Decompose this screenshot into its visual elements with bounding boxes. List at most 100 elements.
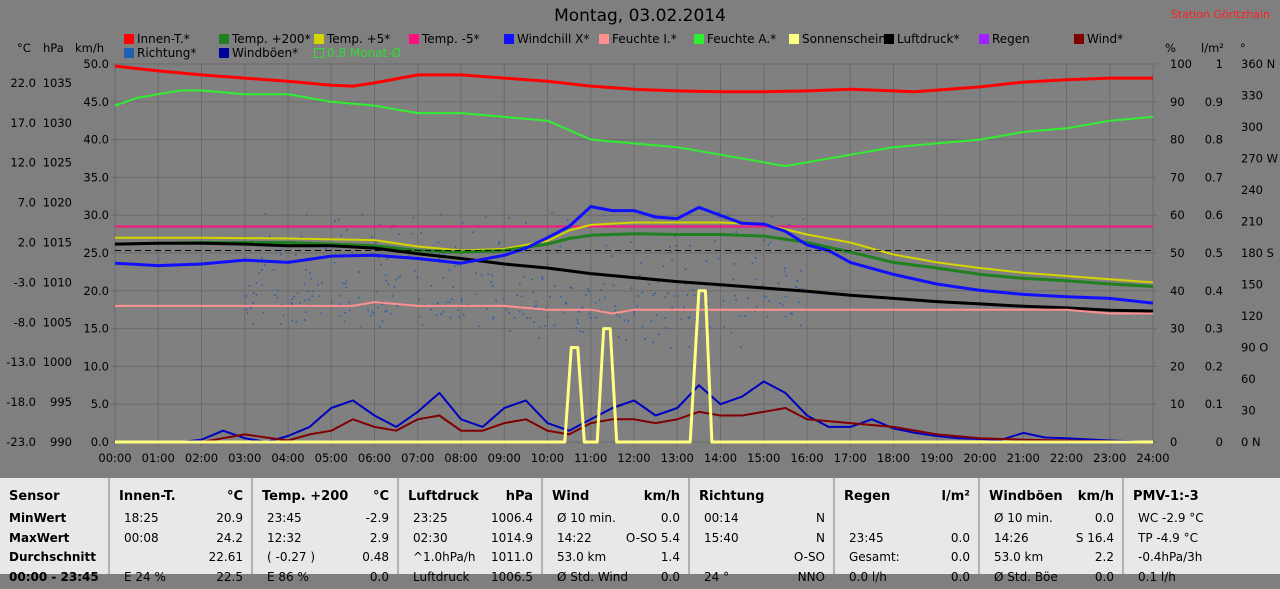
direction-dot bbox=[669, 246, 671, 248]
direction-dot bbox=[492, 316, 495, 318]
unit-degree: ° bbox=[1240, 41, 1246, 55]
direction-dot bbox=[594, 302, 597, 304]
stats-title: Wind bbox=[552, 489, 590, 504]
legend-item: Wind* bbox=[1074, 32, 1123, 46]
tick-label: -18.0 bbox=[6, 395, 36, 409]
legend-swatch bbox=[219, 34, 229, 44]
legend-item: Windchill X* bbox=[504, 32, 589, 46]
stats-column: Luftdruck hPa 23:25 1006.4 02:30 1014.9 ^1.0hP… bbox=[397, 478, 541, 584]
tick-label: 45.0 bbox=[83, 95, 109, 109]
tick-label: 20 bbox=[1170, 359, 1185, 373]
direction-dot bbox=[657, 281, 659, 283]
direction-dot bbox=[576, 319, 579, 321]
stats-row: 0.1 l/h bbox=[1124, 570, 1280, 589]
direction-dot bbox=[358, 271, 360, 273]
tick-label: 360 N bbox=[1241, 57, 1275, 71]
tick-label: 13:00 bbox=[661, 451, 694, 465]
stats-row bbox=[835, 511, 978, 530]
series-line bbox=[114, 64, 1153, 94]
stats-row: Luftdruck 1006.5 bbox=[399, 570, 541, 589]
tick-label: 17.0 bbox=[10, 116, 36, 130]
direction-dot bbox=[578, 310, 580, 313]
tick-label: 04:00 bbox=[271, 451, 304, 465]
direction-dot bbox=[519, 283, 521, 286]
direction-dot bbox=[291, 303, 293, 305]
direction-dot bbox=[674, 235, 676, 237]
direction-dot bbox=[385, 309, 388, 312]
direction-dot bbox=[735, 231, 737, 233]
direction-dot bbox=[502, 298, 505, 300]
legend-label: Feuchte I.* bbox=[612, 32, 677, 46]
stats-value: 24.2 bbox=[216, 530, 243, 545]
direction-dot bbox=[246, 312, 249, 314]
direction-dot bbox=[551, 212, 553, 214]
direction-dot bbox=[717, 257, 720, 260]
stats-row: Ø Std. Böe 0.0 bbox=[980, 570, 1122, 589]
direction-dot bbox=[722, 300, 725, 302]
stats-value: 0.0 bbox=[950, 569, 970, 584]
stats-row: WC -2.9 °C bbox=[1124, 511, 1280, 530]
stats-row: Durchschnitt bbox=[0, 550, 108, 569]
stats-label: ^1.0hPa/h bbox=[413, 550, 476, 564]
direction-dot bbox=[603, 214, 605, 217]
stats-label: ( -0.27 ) bbox=[267, 550, 316, 564]
direction-dot bbox=[346, 229, 348, 231]
direction-dot bbox=[291, 298, 293, 300]
direction-dot bbox=[541, 278, 544, 280]
stats-value: 0.0 bbox=[369, 569, 389, 584]
direction-dot bbox=[788, 224, 791, 226]
direction-dot bbox=[532, 292, 535, 294]
direction-dot bbox=[305, 311, 307, 313]
direction-dot bbox=[452, 286, 454, 288]
stats-row: -0.4hPa/3h bbox=[1124, 550, 1280, 569]
tick-label: 1035 bbox=[43, 76, 72, 90]
stats-row: ( -0.27 ) 0.48 bbox=[253, 550, 397, 569]
direction-dot bbox=[445, 301, 448, 304]
direction-dot bbox=[309, 272, 311, 274]
direction-dot bbox=[307, 290, 309, 292]
series-line bbox=[115, 221, 1154, 284]
direction-dot bbox=[617, 336, 620, 338]
stats-title: Innen-T. bbox=[119, 489, 176, 504]
stats-row: 14:26 S 16.4 bbox=[980, 531, 1122, 550]
legend-swatch bbox=[979, 34, 989, 44]
direction-dot bbox=[559, 295, 562, 298]
direction-dot bbox=[798, 301, 800, 304]
legend-label: Richtung* bbox=[137, 46, 197, 60]
tick-label: 1030 bbox=[43, 116, 72, 130]
direction-dot bbox=[341, 282, 344, 285]
direction-dot bbox=[779, 302, 781, 305]
tick-label: 24:00 bbox=[1136, 451, 1169, 465]
stats-row: 02:30 1014.9 bbox=[399, 531, 541, 550]
direction-dot bbox=[570, 287, 573, 289]
direction-dot bbox=[694, 318, 696, 321]
legend-label: Luftdruck* bbox=[897, 32, 960, 46]
direction-dot bbox=[262, 311, 265, 314]
direction-dot bbox=[732, 278, 735, 281]
direction-dot bbox=[693, 294, 696, 297]
legend-label: Temp. -5* bbox=[422, 32, 480, 46]
series-line bbox=[114, 232, 1154, 288]
direction-dot bbox=[554, 285, 556, 287]
stats-value: 1006.4 bbox=[491, 511, 533, 525]
direction-dot bbox=[269, 235, 271, 238]
tick-label: 25.0 bbox=[83, 246, 109, 260]
direction-dot bbox=[529, 317, 532, 319]
direction-dot bbox=[523, 275, 526, 278]
direction-dot bbox=[274, 294, 276, 296]
tick-label: 22.0 bbox=[10, 76, 36, 90]
direction-dot bbox=[670, 347, 672, 350]
tick-label: 0.5 bbox=[1205, 246, 1223, 260]
tick-label: 30 bbox=[1170, 322, 1185, 336]
direction-dot bbox=[460, 298, 463, 300]
direction-dot bbox=[755, 257, 757, 259]
direction-dot bbox=[375, 241, 377, 244]
direction-dot bbox=[673, 295, 676, 297]
stats-column: Windböen km/h Ø 10 min. 0.0 14:26 S 16.4 53.0 … bbox=[978, 478, 1122, 584]
legend-label: Wind* bbox=[1087, 32, 1124, 46]
stats-value: O-SO bbox=[793, 550, 825, 564]
legend-label: Windchill X* bbox=[517, 32, 590, 46]
direction-dot bbox=[627, 319, 630, 322]
direction-dot bbox=[730, 331, 733, 334]
direction-dot bbox=[667, 292, 670, 294]
